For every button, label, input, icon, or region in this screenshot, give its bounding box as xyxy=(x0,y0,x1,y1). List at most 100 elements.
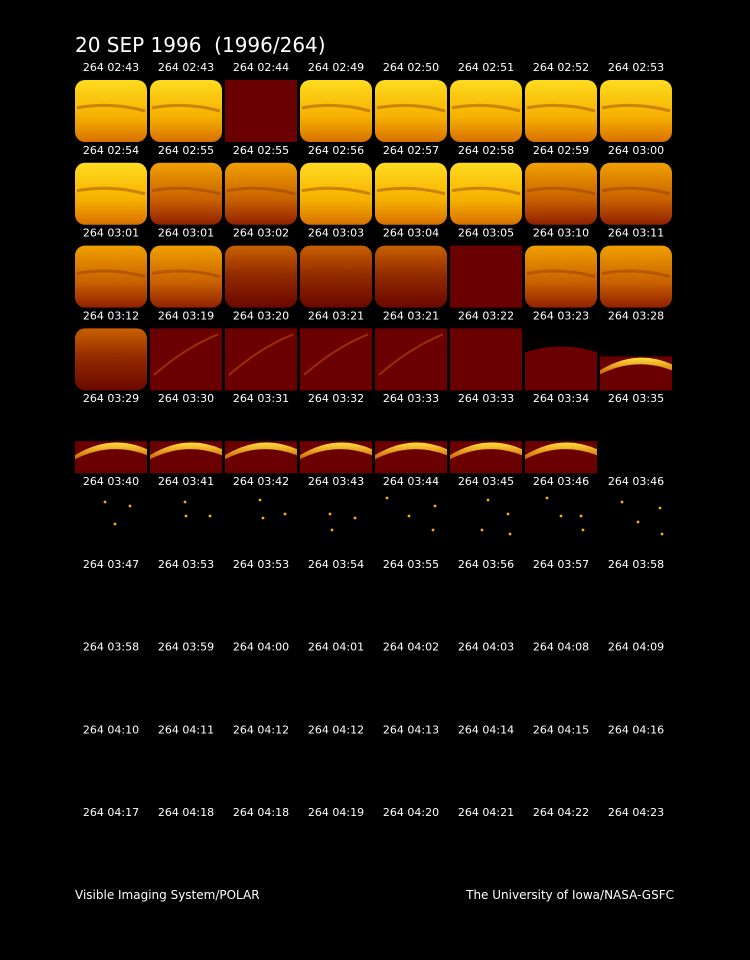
frame-label: 264 04:01 xyxy=(308,641,364,654)
frame: 264 02:54 xyxy=(75,144,147,225)
frame: 264 03:03 xyxy=(300,227,372,308)
frame-label: 264 02:55 xyxy=(233,144,289,157)
frame-label: 264 03:21 xyxy=(383,309,439,322)
frame-image xyxy=(525,80,597,142)
frame: 264 03:33 xyxy=(450,392,522,474)
frame-label: 264 03:53 xyxy=(233,558,289,571)
frame-label: 264 04:19 xyxy=(308,806,364,819)
frame: 264 03:22 xyxy=(450,309,522,391)
frame-spot xyxy=(658,506,662,510)
frame-label: 264 03:44 xyxy=(383,475,439,488)
frame-image xyxy=(600,245,672,308)
frame-label: 264 03:28 xyxy=(608,309,664,322)
frame-image xyxy=(150,162,222,225)
frame-label: 264 03:40 xyxy=(83,475,139,488)
frame-label: 264 03:46 xyxy=(533,475,589,488)
frame: 264 04:00 xyxy=(233,641,289,654)
frame-label: 264 02:58 xyxy=(458,144,514,157)
frame: 264 03:46 xyxy=(608,475,664,536)
frame-band xyxy=(451,186,521,196)
frame-spot xyxy=(385,496,389,500)
frame-label: 264 03:29 xyxy=(83,392,139,405)
frame-band xyxy=(301,103,371,113)
frame-label: 264 02:54 xyxy=(83,144,139,157)
frame-label: 264 02:43 xyxy=(158,61,214,74)
frame-spot xyxy=(330,528,334,532)
frame: 264 03:54 xyxy=(308,558,364,571)
frame-band xyxy=(526,269,596,279)
frame-label: 264 03:12 xyxy=(83,309,139,322)
frame-band xyxy=(76,186,146,196)
frame: 264 02:55 xyxy=(150,144,222,225)
frame-image xyxy=(225,245,297,308)
frame-label: 264 03:53 xyxy=(158,558,214,571)
frame-spot xyxy=(579,514,583,518)
frame-label: 264 03:33 xyxy=(383,392,439,405)
frame-spot xyxy=(660,532,664,536)
frame-label: 264 03:19 xyxy=(158,309,214,322)
frame-arc xyxy=(525,442,597,460)
frame-label: 264 02:44 xyxy=(233,61,289,74)
frame: 264 04:01 xyxy=(308,641,364,654)
frame-band xyxy=(376,269,446,279)
frame-image xyxy=(225,80,297,142)
frame-image xyxy=(450,328,522,391)
frame-label: 264 04:22 xyxy=(533,806,589,819)
frame-spot xyxy=(407,514,411,518)
frame: 264 04:03 xyxy=(458,641,514,654)
frame: 264 03:55 xyxy=(383,558,439,571)
frame: 264 04:17 xyxy=(83,806,139,819)
frame-band xyxy=(451,103,521,113)
frame-label: 264 02:57 xyxy=(383,144,439,157)
frame-label: 264 03:32 xyxy=(308,392,364,405)
frame: 264 03:01 xyxy=(150,227,222,308)
frame: 264 03:53 xyxy=(158,558,214,571)
frame-spot xyxy=(486,498,490,502)
frame-arc xyxy=(375,442,447,460)
frame: 264 03:41 xyxy=(158,475,214,518)
frame: 264 04:18 xyxy=(233,806,289,819)
frame-band xyxy=(151,103,221,113)
frame: 264 03:47 xyxy=(83,558,139,571)
frame-arc xyxy=(303,333,369,376)
frame-label: 264 03:30 xyxy=(158,392,214,405)
frame-band xyxy=(526,186,596,196)
frame-label: 264 04:08 xyxy=(533,641,589,654)
frame-label: 264 04:11 xyxy=(158,723,214,736)
frame-label: 264 02:49 xyxy=(308,61,364,74)
frame: 264 03:20 xyxy=(225,309,297,391)
frame-label: 264 03:45 xyxy=(458,475,514,488)
frame-label: 264 03:55 xyxy=(383,558,439,571)
frame-spot xyxy=(508,532,512,536)
frame-label: 264 04:09 xyxy=(608,641,664,654)
frame-label: 264 04:18 xyxy=(233,806,289,819)
frame-image xyxy=(525,245,597,308)
frame-label: 264 04:16 xyxy=(608,723,664,736)
frame-label: 264 03:34 xyxy=(533,392,589,405)
frame: 264 02:52 xyxy=(525,61,597,142)
frame: 264 03:40 xyxy=(83,475,139,526)
frame: 264 03:42 xyxy=(233,475,289,520)
frame: 264 04:23 xyxy=(608,806,664,819)
frame-image xyxy=(450,245,522,308)
frame: 264 03:32 xyxy=(300,392,372,474)
frame-image xyxy=(300,80,372,142)
frame: 264 03:43 xyxy=(308,475,364,532)
frame: 264 03:21 xyxy=(375,309,447,391)
frame-spot xyxy=(545,496,549,500)
frame-spot xyxy=(208,514,212,518)
frame-spot xyxy=(620,500,624,504)
frame-spot xyxy=(183,500,187,504)
frame-arc xyxy=(153,333,219,376)
frame: 264 03:30 xyxy=(150,392,222,474)
frame-spot xyxy=(328,512,332,516)
frame: 264 02:44 xyxy=(225,61,297,142)
frame-label: 264 03:56 xyxy=(458,558,514,571)
frame: 264 02:57 xyxy=(375,144,447,225)
frame-band xyxy=(601,269,671,279)
frame-label: 264 02:55 xyxy=(158,144,214,157)
frame-arc xyxy=(225,442,297,460)
frame-spot xyxy=(258,498,262,502)
frame: 264 04:12 xyxy=(308,723,364,736)
frame: 264 03:29 xyxy=(75,392,147,474)
